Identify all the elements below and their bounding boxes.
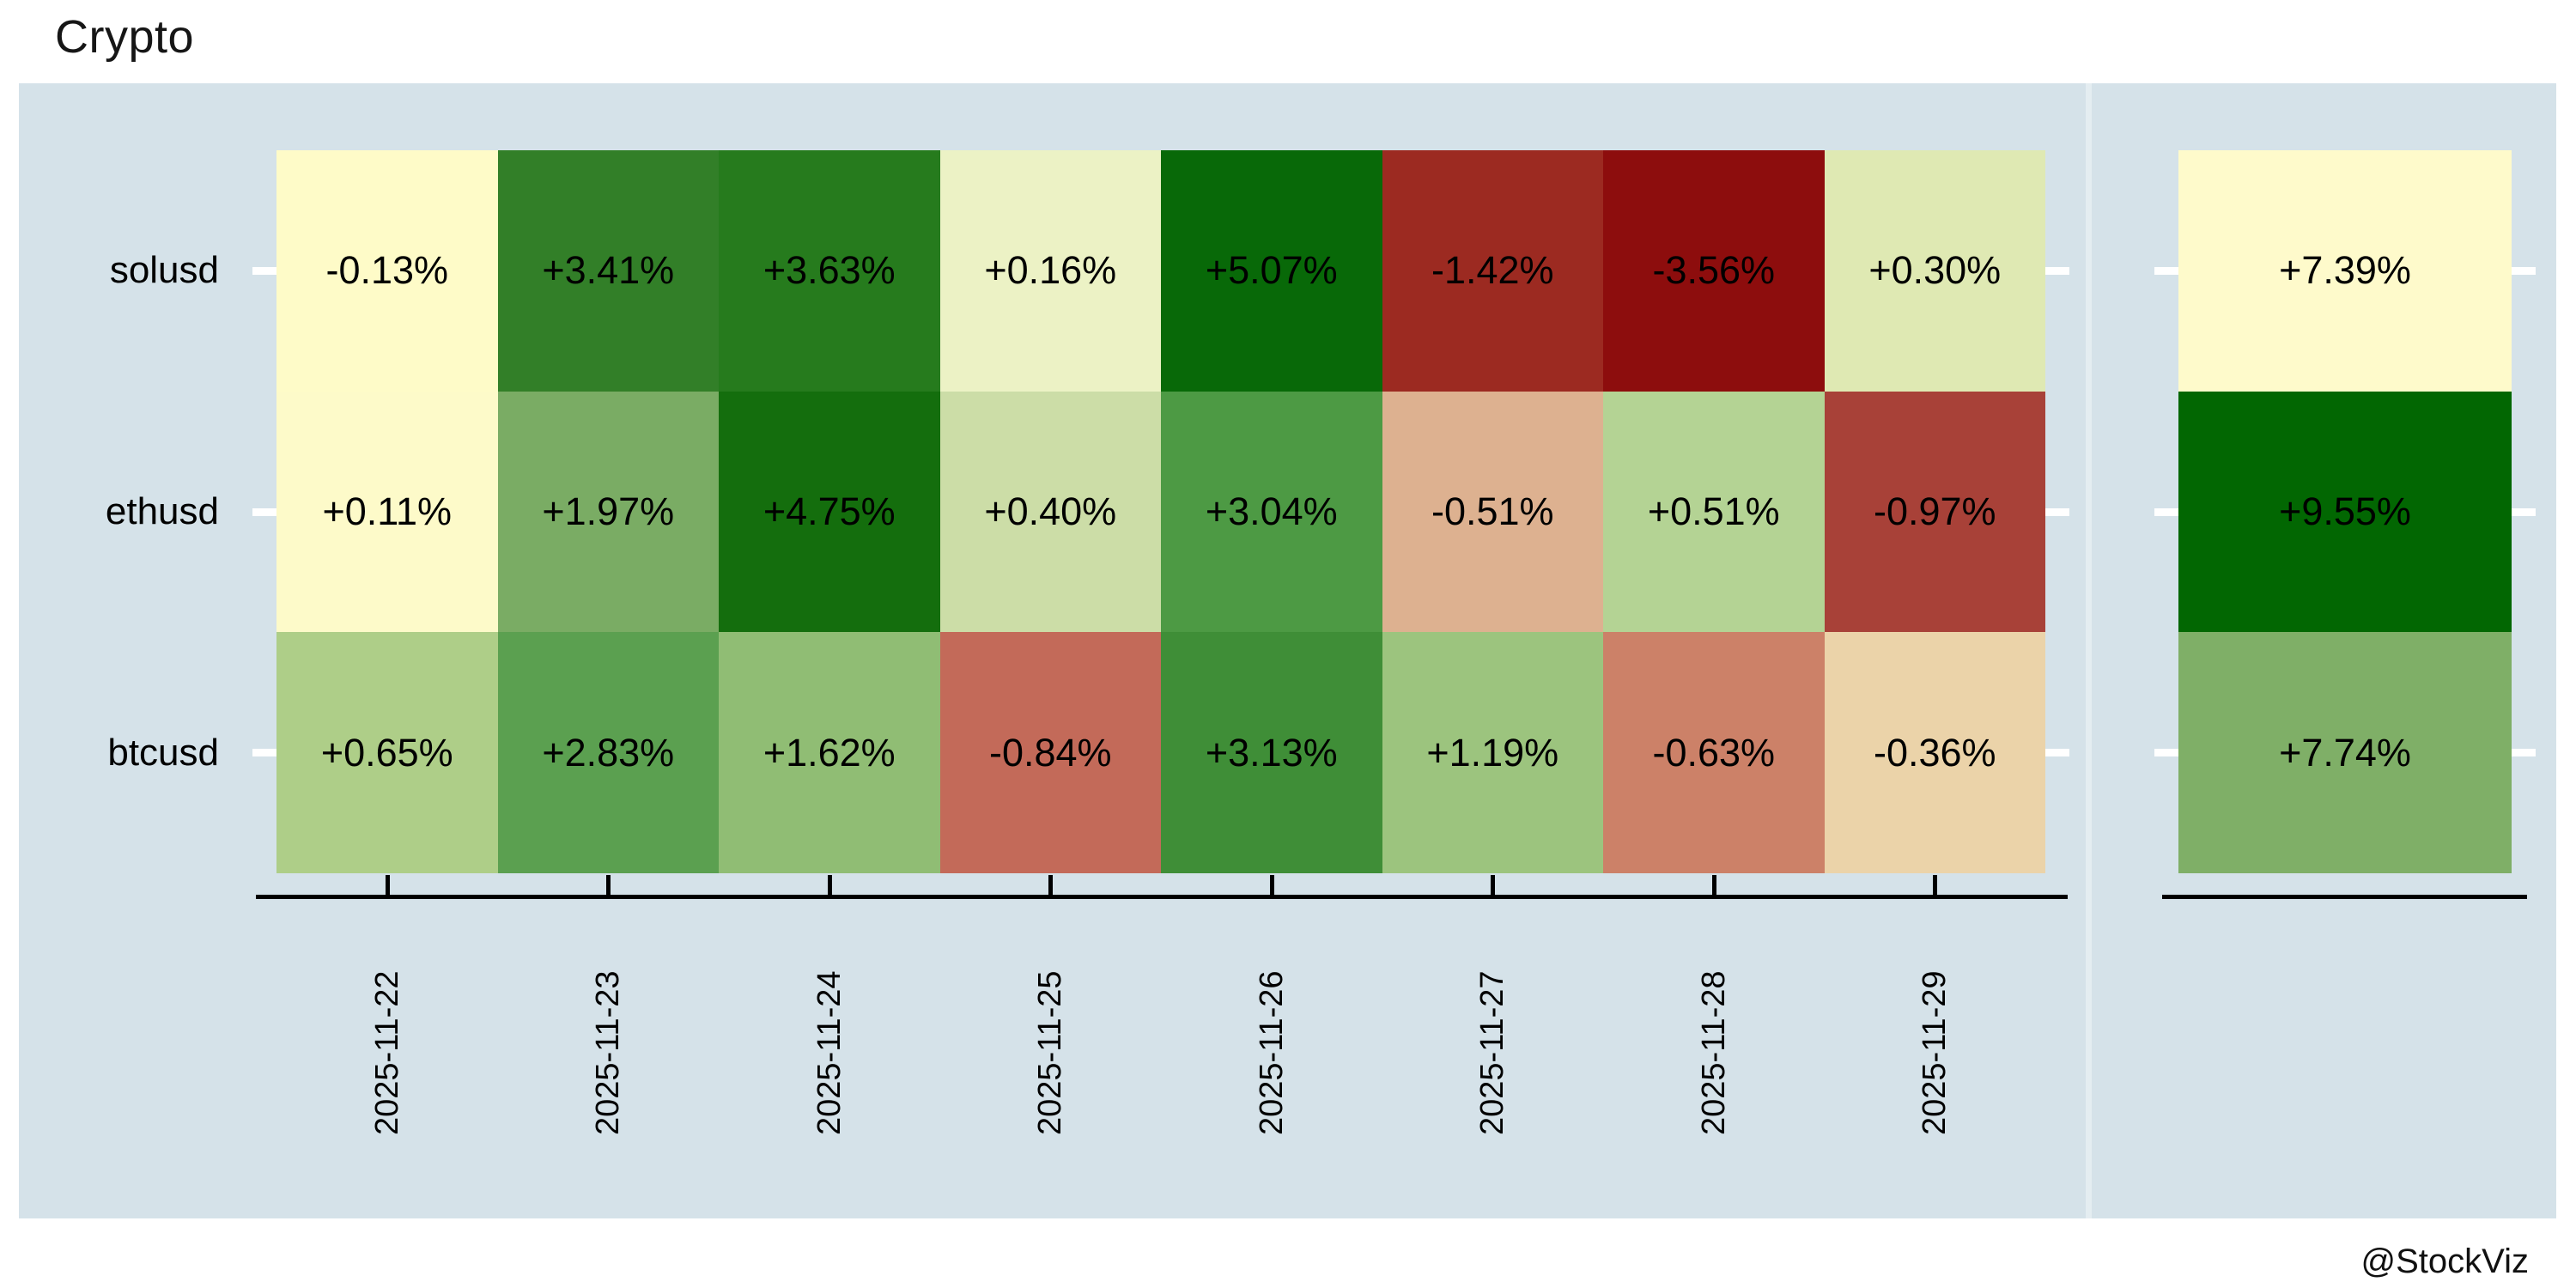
row-tick	[2045, 749, 2069, 757]
cell-value: +3.63%	[762, 248, 896, 293]
cell-value: +3.41%	[542, 248, 675, 293]
row-tick	[2512, 507, 2536, 516]
total-cell-solusd: +7.39%	[2178, 150, 2512, 392]
cell-value: -0.51%	[1431, 489, 1554, 533]
heatmap-cell-ethusd-2025-11-22: +0.11%	[276, 391, 498, 633]
cell-value: +1.62%	[762, 730, 896, 775]
heatmap-cell-ethusd-2025-11-23: +1.97%	[497, 391, 719, 633]
x-axis-tick	[606, 875, 611, 895]
x-axis-label-2025-11-22: 2025-11-22	[368, 970, 405, 1135]
heatmap-cell-btcusd-2025-11-27: +1.19%	[1382, 632, 1603, 873]
row-tick	[2045, 266, 2069, 275]
total-value: +7.39%	[2279, 248, 2411, 293]
row-tick	[2154, 749, 2178, 757]
page-title: Crypto	[55, 11, 195, 63]
total-cell-btcusd: +7.74%	[2178, 632, 2512, 873]
cell-value: +5.07%	[1205, 248, 1338, 293]
cell-value: -0.36%	[1873, 730, 1996, 775]
heatmap-cell-btcusd-2025-11-23: +2.83%	[497, 632, 719, 873]
heatmap-cell-ethusd-2025-11-28: +0.51%	[1603, 391, 1825, 633]
heatmap-cell-btcusd-2025-11-25: -0.84%	[939, 632, 1161, 873]
cell-value: +2.83%	[542, 730, 675, 775]
row-tick	[2045, 507, 2069, 516]
x-axis-tick	[1491, 875, 1496, 895]
heatmap-cell-btcusd-2025-11-22: +0.65%	[276, 632, 498, 873]
row-tick	[252, 749, 276, 757]
total-returns-column: +7.39% +9.55% +7.74%	[2178, 150, 2512, 873]
heatmap-cell-btcusd-2025-11-26: +3.13%	[1161, 632, 1382, 873]
row-label-solusd: solusd	[109, 249, 219, 292]
cell-value: -0.84%	[988, 730, 1112, 775]
cell-value: -0.63%	[1652, 730, 1776, 775]
row-tick	[2512, 749, 2536, 757]
row-label-ethusd: ethusd	[105, 490, 219, 532]
cell-value: +0.40%	[984, 489, 1117, 533]
x-axis-tick	[385, 875, 390, 895]
heatmap-cell-solusd-2025-11-25: +0.16%	[939, 150, 1161, 392]
x-axis-tick	[1711, 875, 1716, 895]
heatmap-cell-solusd-2025-11-22: -0.13%	[276, 150, 498, 392]
x-axis-tick	[827, 875, 832, 895]
cell-value: +3.04%	[1205, 489, 1338, 533]
heatmap-cell-ethusd-2025-11-29: -0.97%	[1824, 391, 2045, 633]
heatmap-cell-solusd-2025-11-28: -3.56%	[1603, 150, 1825, 392]
total-cell-ethusd: +9.55%	[2178, 391, 2512, 633]
x-axis-label-2025-11-25: 2025-11-25	[1032, 970, 1069, 1135]
heatmap-cell-btcusd-2025-11-29: -0.36%	[1824, 632, 2045, 873]
cell-value: -1.42%	[1431, 248, 1554, 293]
x-axis-line-main	[256, 895, 2068, 899]
heatmap-cell-solusd-2025-11-27: -1.42%	[1382, 150, 1603, 392]
heatmap-cell-ethusd-2025-11-24: +4.75%	[719, 391, 940, 633]
x-axis-tick	[1048, 875, 1054, 895]
cell-value: +1.19%	[1426, 730, 1559, 775]
heatmap-cell-solusd-2025-11-29: +0.30%	[1824, 150, 2045, 392]
x-axis-label-2025-11-27: 2025-11-27	[1474, 970, 1511, 1135]
watermark-credit: @StockViz	[2360, 1242, 2530, 1280]
cell-value: +0.11%	[322, 489, 453, 533]
heatmap-cell-btcusd-2025-11-28: -0.63%	[1603, 632, 1825, 873]
row-tick	[252, 266, 276, 275]
row-tick	[2512, 266, 2536, 275]
x-axis-label-2025-11-23: 2025-11-23	[590, 970, 627, 1135]
cell-value: +0.65%	[320, 730, 453, 775]
x-axis-line-total	[2162, 895, 2527, 899]
row-tick	[2154, 266, 2178, 275]
cell-value: +0.16%	[984, 248, 1117, 293]
x-axis-tick	[1269, 875, 1274, 895]
x-axis-tick	[1933, 875, 1938, 895]
total-value: +7.74%	[2279, 730, 2411, 775]
cell-value: +0.51%	[1647, 489, 1780, 533]
heatmap-cell-ethusd-2025-11-26: +3.04%	[1161, 391, 1382, 633]
row-tick	[252, 507, 276, 516]
cell-value: -0.97%	[1873, 489, 1996, 533]
facet-divider	[2086, 83, 2092, 1218]
daily-returns-heatmap: -0.13% +3.41% +3.63% +0.16% +5.07% -1.42% -3.5…	[276, 150, 2045, 873]
cell-value: +4.75%	[762, 489, 896, 533]
cell-value: +0.30%	[1868, 248, 2002, 293]
row-label-btcusd: btcusd	[107, 731, 219, 774]
heatmap-cell-ethusd-2025-11-27: -0.51%	[1382, 391, 1603, 633]
heatmap-cell-solusd-2025-11-24: +3.63%	[719, 150, 940, 392]
x-axis-label-2025-11-29: 2025-11-29	[1917, 970, 1953, 1135]
x-axis-label-2025-11-24: 2025-11-24	[811, 970, 848, 1135]
heatmap-cell-solusd-2025-11-23: +3.41%	[497, 150, 719, 392]
cell-value: -0.13%	[325, 248, 449, 293]
cell-value: -3.56%	[1652, 248, 1776, 293]
cell-value: +3.13%	[1205, 730, 1338, 775]
total-value: +9.55%	[2279, 489, 2411, 533]
x-axis-label-2025-11-26: 2025-11-26	[1253, 970, 1290, 1135]
heatmap-cell-btcusd-2025-11-24: +1.62%	[719, 632, 940, 873]
heatmap-cell-solusd-2025-11-26: +5.07%	[1161, 150, 1382, 392]
cell-value: +1.97%	[542, 489, 675, 533]
heatmap-cell-ethusd-2025-11-25: +0.40%	[939, 391, 1161, 633]
row-tick	[2154, 507, 2178, 516]
x-axis-label-2025-11-28: 2025-11-28	[1695, 970, 1732, 1135]
